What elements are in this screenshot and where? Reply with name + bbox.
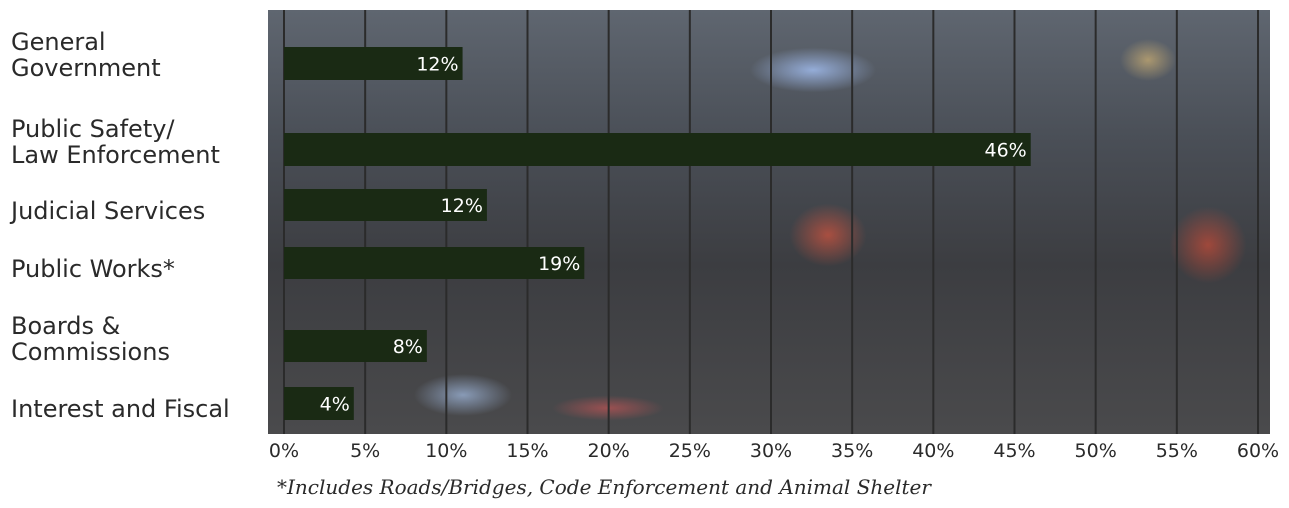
bar-data-label: 4% <box>320 394 350 416</box>
plot-area: 12% 46% 12% 19% 8% 4% <box>268 10 1270 434</box>
x-tick-label: 40% <box>912 440 955 462</box>
x-tick-label: 0% <box>268 440 300 462</box>
bar <box>284 330 427 362</box>
x-tick-label: 55% <box>1155 440 1198 462</box>
category-labels: General Government Public Safety/ Law En… <box>0 0 268 436</box>
x-axis-tick-labels: 0% 5% 10% 15% 20% 25% 30% 35% 40% 45% 50% 55% 60% <box>0 440 1289 470</box>
bar <box>284 133 1031 166</box>
bar <box>284 247 585 279</box>
bar-data-label: 46% <box>984 140 1026 162</box>
bar <box>284 47 463 80</box>
x-tick-label: 5% <box>350 440 381 462</box>
x-tick-label: 10% <box>425 440 468 462</box>
bar <box>284 387 354 420</box>
bar-chart: 12% 46% 12% 19% 8% 4% <box>283 10 1259 434</box>
x-tick-label: 25% <box>668 440 711 462</box>
footnote: *Includes Roads/Bridges, Code Enforcemen… <box>277 475 931 499</box>
bar-data-label: 12% <box>416 54 458 76</box>
category-label-interest-fiscal: Interest and Fiscal <box>11 395 230 423</box>
category-label-judicial-services: Judicial Services <box>11 197 206 225</box>
x-tick-label: 30% <box>749 440 793 462</box>
x-tick-label: 20% <box>587 440 630 462</box>
x-tick-label: 15% <box>506 440 549 462</box>
bar-data-label: 19% <box>538 253 580 275</box>
category-label-public-works: Public Works* <box>11 255 175 283</box>
bar-data-label: 12% <box>441 195 483 217</box>
bar <box>284 189 487 221</box>
x-tick-label: 50% <box>1074 440 1117 462</box>
bar-data-label: 8% <box>393 336 423 358</box>
category-label-boards-commissions: Boards & Commissions <box>11 312 170 366</box>
x-tick-label: 35% <box>831 440 874 462</box>
x-tick-label: 45% <box>993 440 1036 462</box>
category-label-public-safety: Public Safety/ Law Enforcement <box>11 115 220 169</box>
category-label-general-government: General Government <box>11 28 161 82</box>
x-tick-label: 60% <box>1236 440 1280 462</box>
